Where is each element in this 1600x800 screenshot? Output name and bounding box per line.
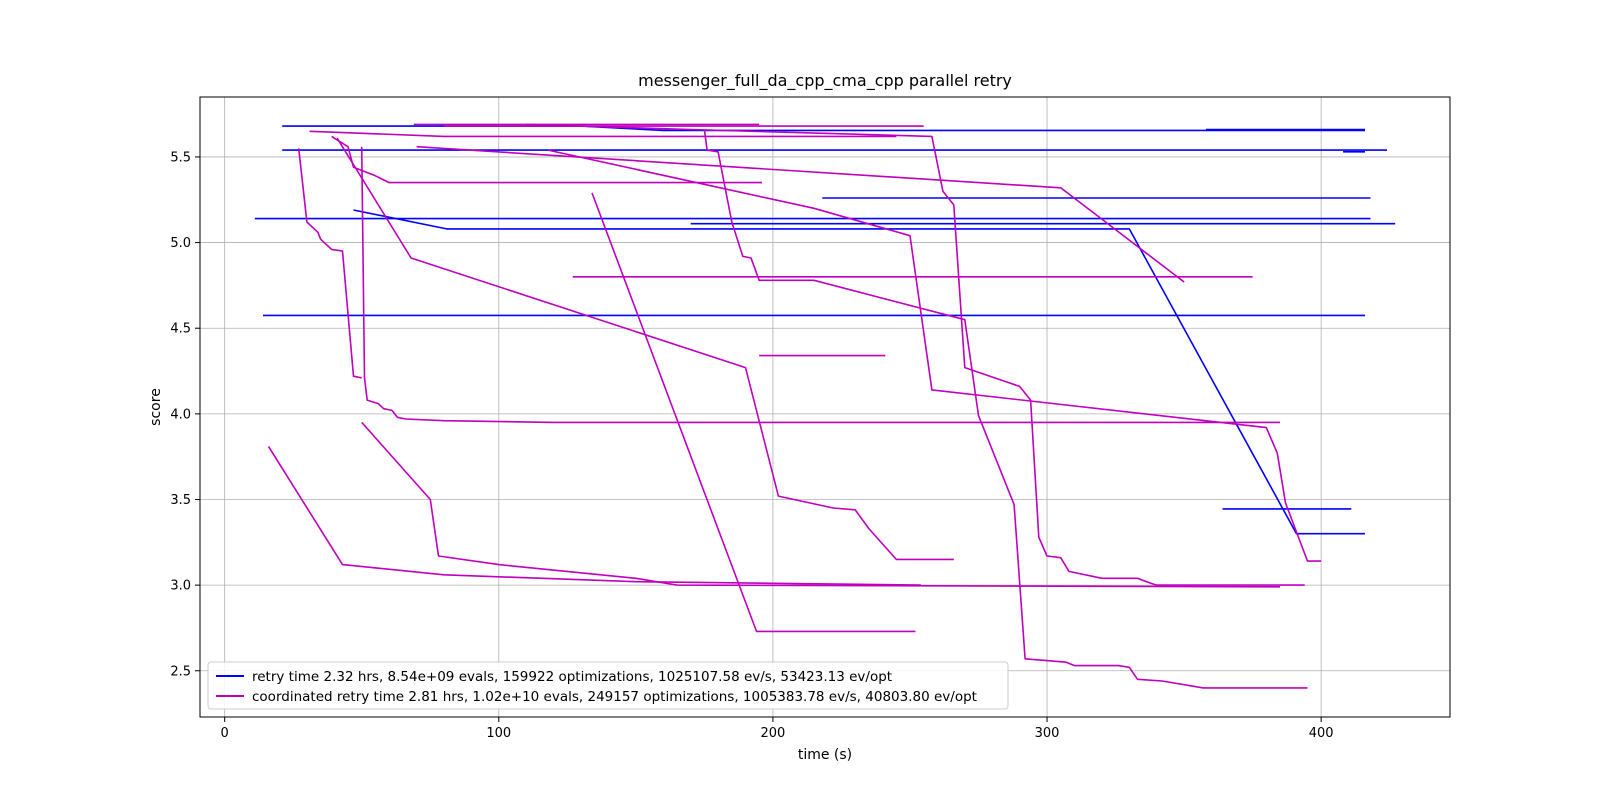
axis-ticks: 0 100 200 300 400 2.5 3.0 3.5 4.0 4.5 5.0 5.5	[170, 150, 1333, 741]
legend-label-retry: retry time 2.32 hrs, 8.54e+09 evals, 159…	[252, 669, 892, 685]
x-tick-label: 300	[1035, 726, 1060, 741]
x-tick-label: 0	[221, 726, 229, 741]
series-1-run-line	[361, 421, 1281, 588]
y-tick-label: 5.0	[170, 236, 191, 251]
chart-title: messenger_full_da_cpp_cma_cpp parallel r…	[638, 71, 1012, 91]
legend: retry time 2.32 hrs, 8.54e+09 evals, 159…	[207, 661, 1009, 710]
x-tick-label: 400	[1309, 726, 1334, 741]
series-1-run-line	[526, 123, 1305, 586]
y-tick-label: 4.0	[170, 407, 191, 422]
y-axis-label: score	[148, 388, 164, 426]
x-tick-label: 200	[761, 726, 786, 741]
series-0-run-line	[282, 125, 1365, 132]
series-1-run-line	[591, 192, 916, 633]
series-1-run-line	[547, 149, 1322, 562]
series-1-run-line	[331, 135, 762, 184]
series-1-run-line	[297, 148, 362, 379]
x-axis-label: time (s)	[798, 747, 852, 763]
series-1-run-line	[309, 130, 897, 138]
series-lines	[254, 123, 1396, 689]
y-tick-label: 5.5	[170, 150, 191, 165]
y-tick-label: 3.5	[170, 493, 191, 508]
axes-frame	[199, 96, 1451, 718]
series-1-run-line	[336, 137, 954, 561]
series-0-run-line	[353, 209, 1365, 535]
y-tick-label: 2.5	[170, 664, 191, 679]
series-1-run-line	[267, 445, 921, 586]
legend-label-coordinated-retry: coordinated retry time 2.81 hrs, 1.02e+1…	[252, 689, 977, 705]
series-1-run-line	[416, 145, 1185, 283]
y-tick-label: 3.0	[170, 579, 191, 594]
series-1-run-line	[703, 129, 1308, 689]
grid-lines	[200, 97, 1450, 717]
series-0	[254, 125, 1396, 535]
series-1	[267, 123, 1322, 689]
legend-box	[207, 661, 1009, 710]
x-tick-label: 100	[486, 726, 511, 741]
series-1-run-line	[360, 146, 1280, 424]
y-tick-label: 4.5	[170, 322, 191, 337]
